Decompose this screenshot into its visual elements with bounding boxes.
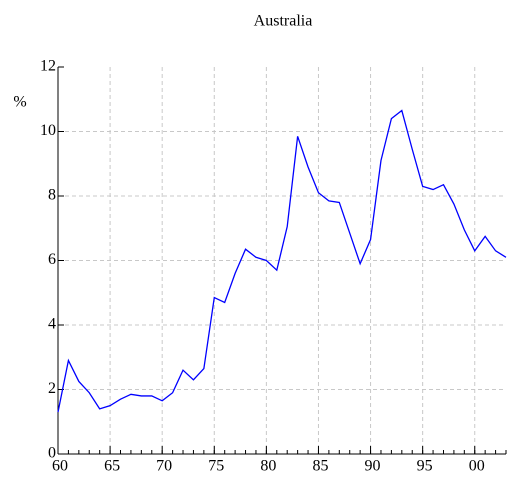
x-tick-label: 95 [417, 458, 433, 475]
x-tick-label: 00 [469, 458, 485, 475]
y-tick-label: 12 [40, 58, 56, 75]
y-tick-label: 10 [40, 122, 56, 139]
y-tick-label: 6 [48, 251, 56, 268]
data-line [57, 109, 507, 413]
y-tick-label: 8 [48, 187, 56, 204]
x-tick-label: 65 [104, 458, 120, 475]
y-tick-label: 2 [48, 380, 56, 397]
y-axis-label: % [13, 94, 26, 111]
x-tick-label: 70 [156, 458, 172, 475]
x-tick-label: 60 [52, 458, 68, 475]
x-tick-label: 80 [260, 458, 276, 475]
y-tick-label: 4 [48, 316, 56, 333]
x-tick-label: 75 [208, 458, 224, 475]
x-tick-label: 85 [312, 458, 328, 475]
x-tick-label: 90 [365, 458, 381, 475]
chart-title: Australia [254, 13, 313, 30]
y-tick-label: 0 [48, 445, 56, 462]
